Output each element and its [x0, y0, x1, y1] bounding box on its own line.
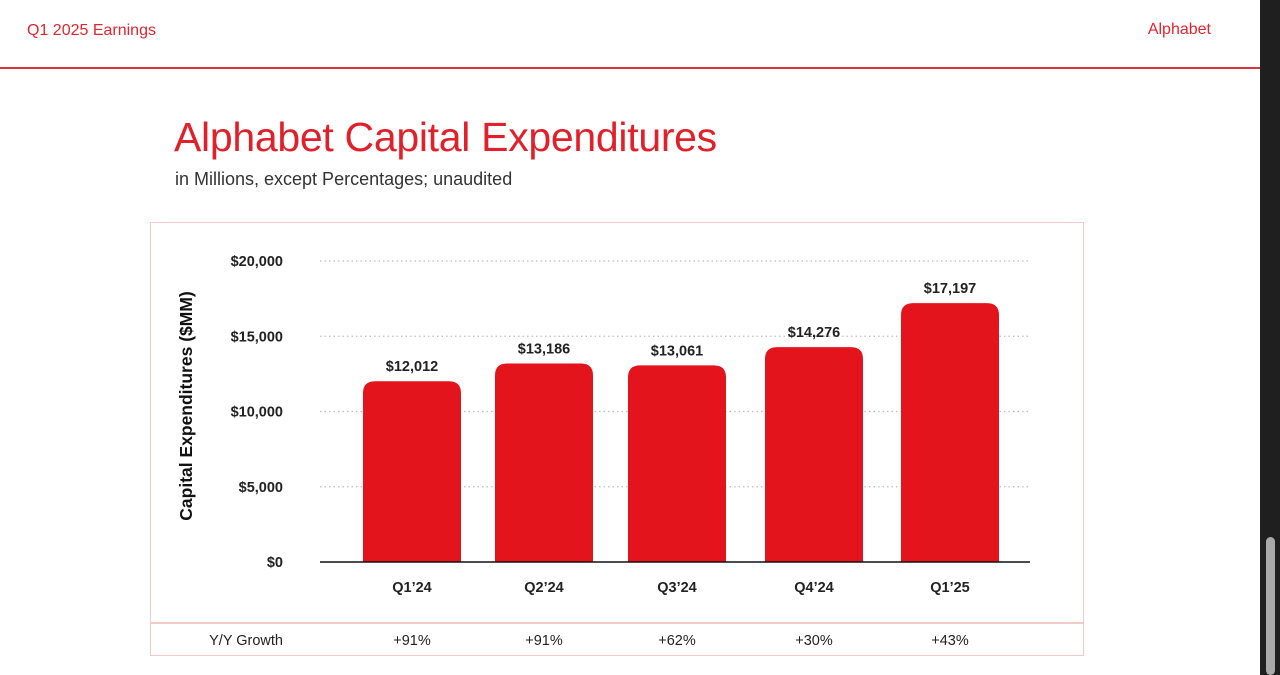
- bar-value-label: $14,276: [788, 325, 840, 341]
- bar: [363, 381, 461, 562]
- bar-value-label: $17,197: [924, 281, 976, 297]
- y-tick-label: $5,000: [239, 480, 283, 496]
- y-tick-label: $0: [267, 555, 283, 571]
- growth-value: +30%: [795, 633, 833, 649]
- header-earnings-label: Q1 2025 Earnings: [27, 22, 156, 39]
- x-tick-label: Q2’24: [524, 580, 564, 596]
- slide-title: Alphabet Capital Expenditures: [174, 114, 717, 160]
- bar: [765, 347, 863, 562]
- growth-value: +91%: [525, 633, 563, 649]
- growth-value: +91%: [393, 633, 431, 649]
- bar-value-label: $12,012: [386, 359, 438, 375]
- x-tick-label: Q3’24: [657, 580, 697, 596]
- x-tick-label: Q1’25: [930, 580, 970, 596]
- scrollbar-thumb[interactable]: [1266, 537, 1275, 675]
- x-tick-label: Q4’24: [794, 580, 834, 596]
- growth-value: +43%: [931, 633, 969, 649]
- header-divider: [0, 67, 1260, 69]
- y-axis-title: Capital Expenditures ($MM): [176, 291, 196, 520]
- vertical-scrollbar[interactable]: [1260, 0, 1280, 675]
- bar-value-label: $13,061: [651, 343, 703, 359]
- y-tick-label: $10,000: [231, 405, 283, 421]
- header-company-label: Alphabet: [1147, 21, 1211, 38]
- growth-row-divider: [150, 622, 1084, 624]
- bar-value-label: $13,186: [518, 342, 570, 358]
- bar: [628, 365, 726, 562]
- bar: [901, 303, 999, 562]
- x-tick-label: Q1’24: [392, 580, 432, 596]
- slide-subtitle: in Millions, except Percentages; unaudit…: [175, 169, 513, 189]
- y-tick-label: $20,000: [231, 254, 283, 270]
- growth-row-label: Y/Y Growth: [209, 633, 283, 649]
- y-tick-label: $15,000: [231, 329, 283, 345]
- growth-value: +62%: [658, 633, 696, 649]
- bar: [495, 363, 593, 562]
- chart-frame: [150, 222, 1084, 656]
